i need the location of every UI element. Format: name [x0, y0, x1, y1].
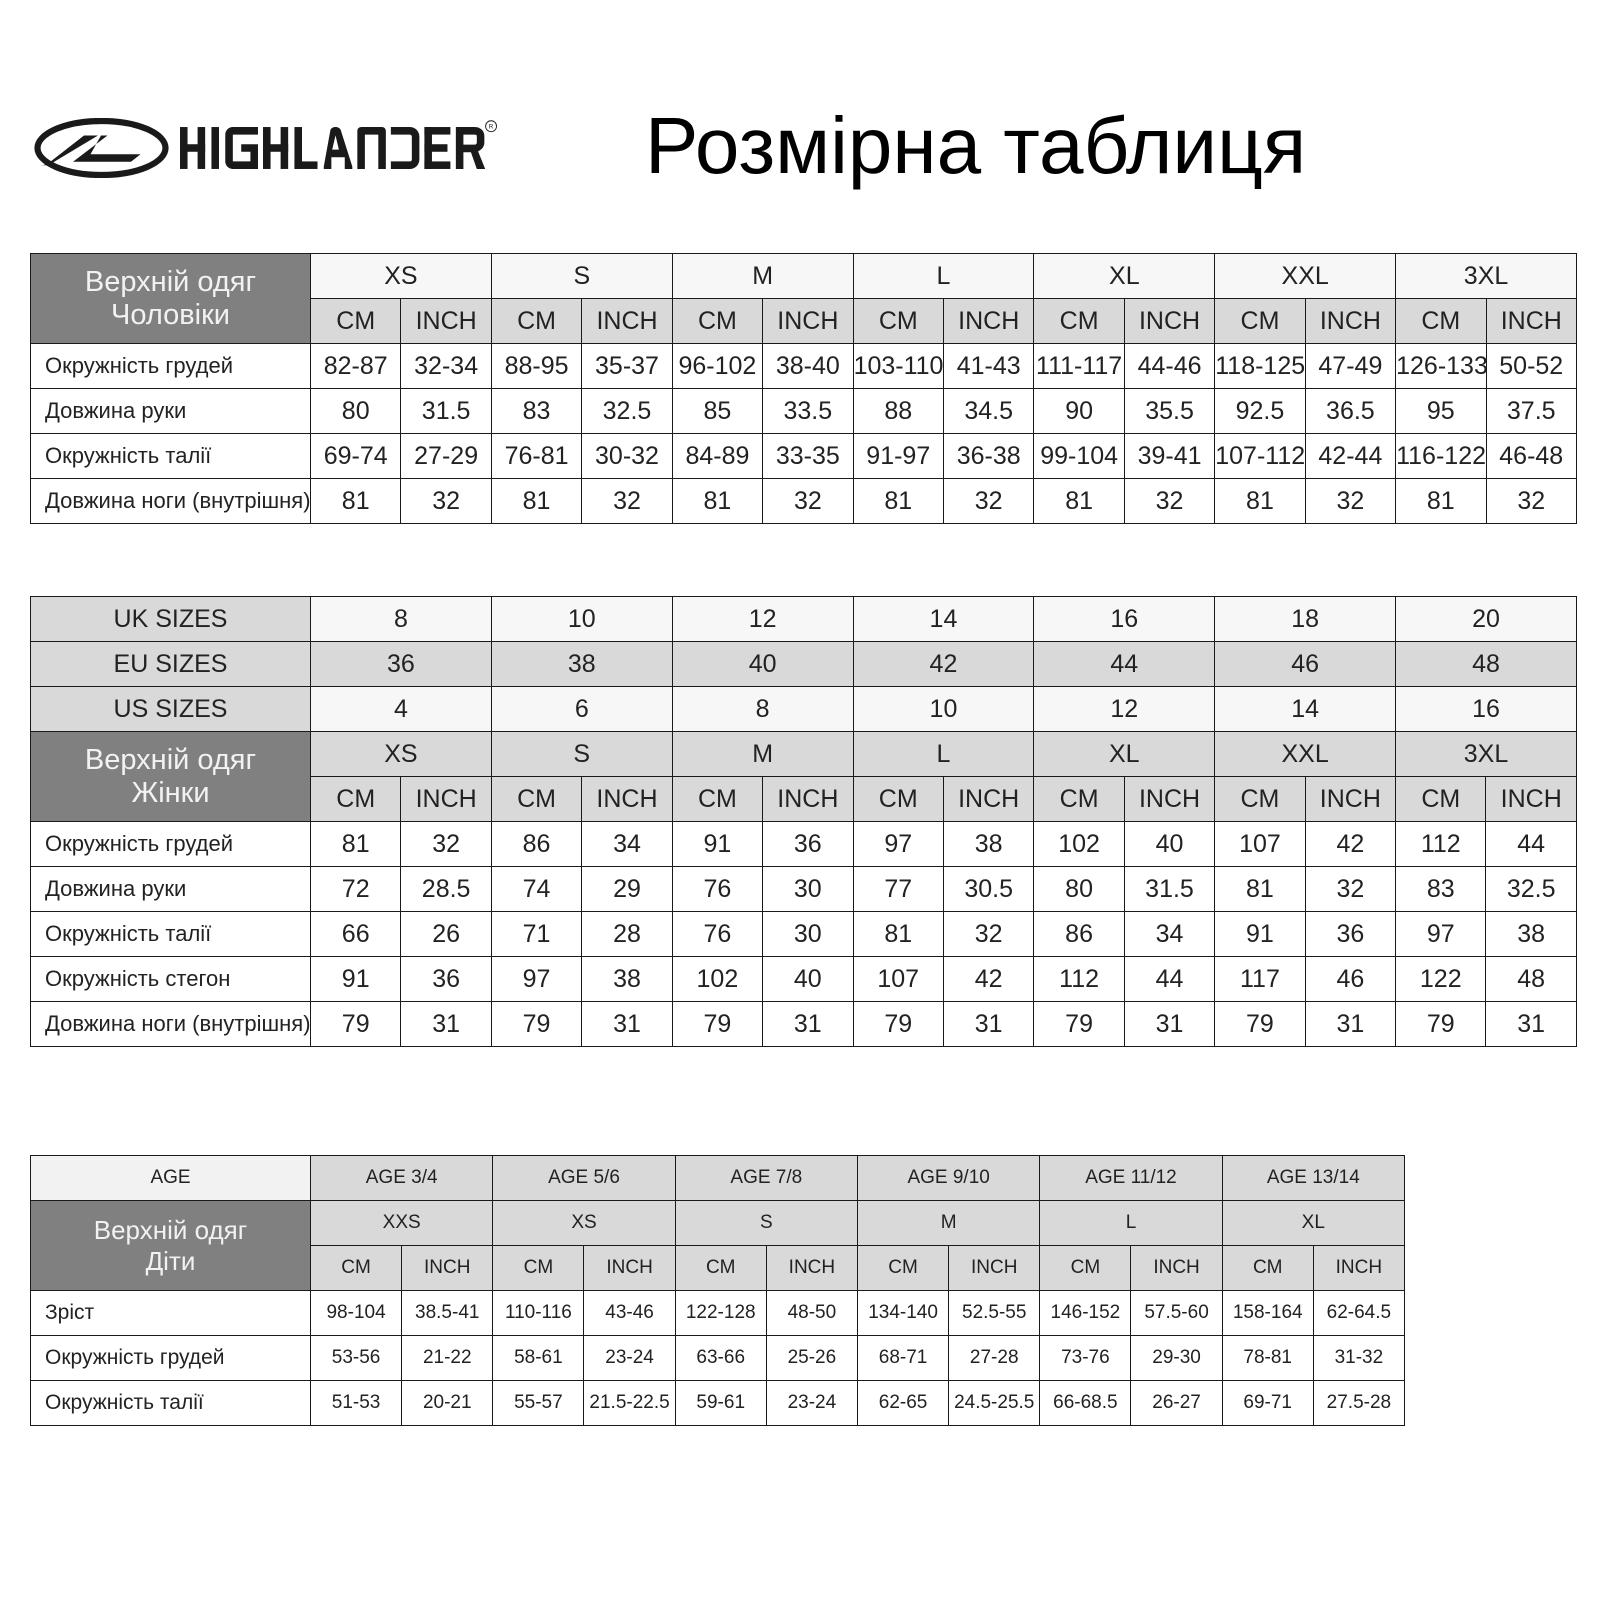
- svg-text:R: R: [489, 124, 494, 131]
